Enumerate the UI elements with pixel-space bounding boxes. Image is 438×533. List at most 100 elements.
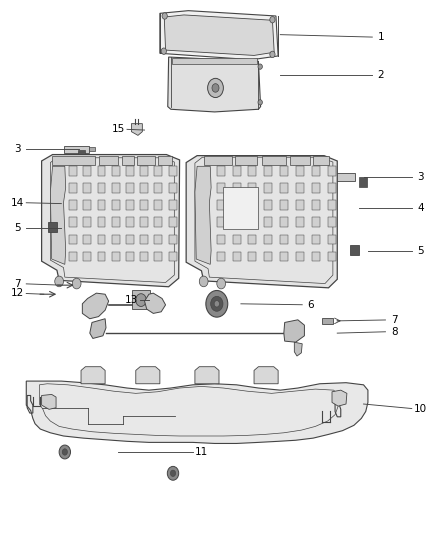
- Bar: [48, 222, 57, 232]
- Text: 11: 11: [195, 447, 208, 457]
- Bar: [296, 200, 304, 210]
- Bar: [78, 150, 85, 157]
- Bar: [233, 200, 240, 210]
- Circle shape: [199, 276, 208, 287]
- Bar: [112, 166, 120, 176]
- Bar: [204, 156, 232, 165]
- Text: 14: 14: [11, 198, 24, 207]
- Bar: [280, 217, 288, 227]
- Polygon shape: [42, 155, 180, 287]
- Bar: [328, 235, 336, 244]
- Bar: [140, 183, 148, 193]
- Bar: [264, 217, 272, 227]
- Bar: [52, 156, 95, 165]
- Bar: [280, 252, 288, 261]
- Polygon shape: [26, 381, 368, 443]
- Bar: [280, 166, 288, 176]
- Bar: [158, 156, 172, 165]
- Bar: [98, 252, 106, 261]
- Bar: [248, 183, 256, 193]
- Bar: [328, 200, 336, 210]
- Bar: [122, 156, 134, 165]
- Text: 5: 5: [417, 246, 424, 255]
- Bar: [217, 166, 225, 176]
- Circle shape: [211, 296, 223, 311]
- Circle shape: [55, 276, 64, 287]
- Bar: [322, 318, 333, 324]
- Polygon shape: [42, 394, 56, 409]
- Bar: [140, 166, 148, 176]
- Bar: [126, 200, 134, 210]
- Text: 7: 7: [14, 279, 21, 288]
- Circle shape: [62, 449, 67, 455]
- Bar: [312, 235, 320, 244]
- Bar: [169, 183, 177, 193]
- Bar: [169, 252, 177, 261]
- Bar: [98, 166, 106, 176]
- Text: 8: 8: [391, 327, 398, 336]
- Bar: [83, 217, 91, 227]
- Bar: [69, 166, 77, 176]
- Polygon shape: [195, 367, 219, 384]
- Bar: [312, 200, 320, 210]
- Bar: [328, 217, 336, 227]
- Bar: [126, 166, 134, 176]
- Bar: [83, 235, 91, 244]
- Bar: [112, 252, 120, 261]
- Bar: [233, 183, 240, 193]
- Circle shape: [214, 301, 219, 307]
- Circle shape: [270, 17, 275, 23]
- Polygon shape: [136, 367, 160, 384]
- Text: 13: 13: [125, 295, 138, 304]
- Bar: [169, 200, 177, 210]
- Bar: [155, 166, 162, 176]
- Bar: [262, 156, 286, 165]
- Circle shape: [212, 84, 219, 92]
- Bar: [223, 187, 258, 229]
- Circle shape: [59, 445, 71, 459]
- Bar: [217, 217, 225, 227]
- Circle shape: [167, 466, 179, 480]
- Polygon shape: [168, 57, 261, 112]
- Circle shape: [170, 470, 176, 477]
- Bar: [83, 166, 91, 176]
- Bar: [312, 252, 320, 261]
- Bar: [155, 252, 162, 261]
- Polygon shape: [186, 156, 337, 288]
- Bar: [217, 183, 225, 193]
- Bar: [233, 217, 240, 227]
- Bar: [328, 183, 336, 193]
- Bar: [83, 252, 91, 261]
- Bar: [248, 252, 256, 261]
- Polygon shape: [131, 124, 142, 135]
- Circle shape: [208, 78, 223, 98]
- Bar: [112, 217, 120, 227]
- Circle shape: [217, 278, 226, 289]
- Polygon shape: [82, 293, 109, 319]
- Bar: [155, 200, 162, 210]
- Polygon shape: [81, 367, 105, 384]
- Text: 2: 2: [378, 70, 385, 79]
- Bar: [312, 183, 320, 193]
- Bar: [313, 156, 329, 165]
- Text: 10: 10: [414, 405, 427, 414]
- Polygon shape: [332, 390, 347, 406]
- Bar: [126, 217, 134, 227]
- Bar: [217, 252, 225, 261]
- Bar: [264, 166, 272, 176]
- Bar: [359, 177, 367, 187]
- Bar: [169, 166, 177, 176]
- Text: 3: 3: [417, 172, 424, 182]
- Bar: [112, 200, 120, 210]
- Bar: [169, 217, 177, 227]
- Bar: [264, 252, 272, 261]
- Bar: [280, 235, 288, 244]
- Bar: [328, 252, 336, 261]
- Bar: [296, 166, 304, 176]
- Polygon shape: [90, 319, 106, 338]
- Bar: [233, 252, 240, 261]
- Bar: [350, 245, 359, 255]
- Bar: [233, 166, 240, 176]
- Bar: [155, 183, 162, 193]
- Polygon shape: [331, 173, 355, 181]
